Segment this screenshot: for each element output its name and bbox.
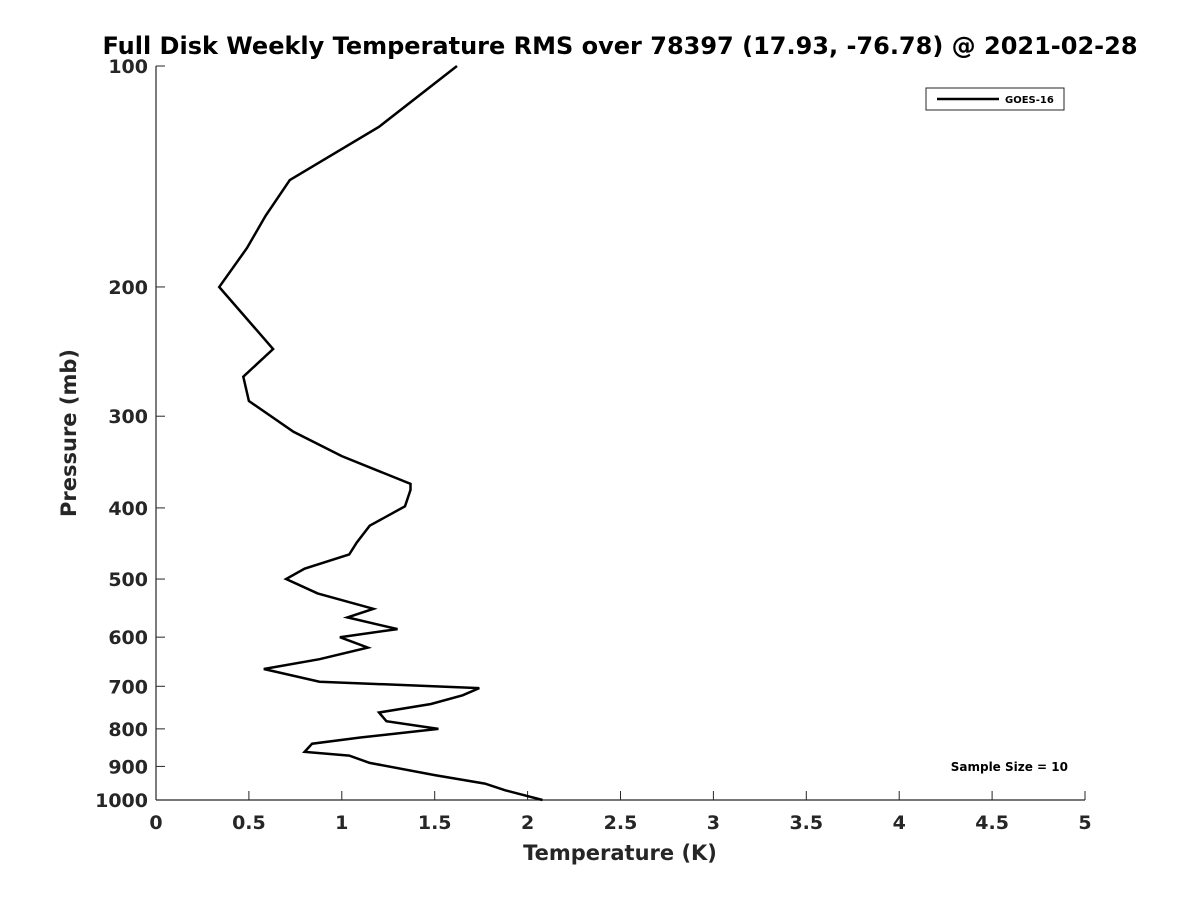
x-tick-label: 5 xyxy=(1078,812,1091,834)
y-ticks: 100 200 300 400 500 600 700 800 900 1000 xyxy=(95,56,165,812)
y-tick-label: 500 xyxy=(108,569,148,591)
x-ticks: 0 0.5 1 1.5 2 2.5 3 3.5 4 4.5 5 xyxy=(149,791,1092,834)
series-line-goes-16 xyxy=(217,65,543,802)
legend: GOES-16 xyxy=(925,87,1065,111)
y-tick-label: 200 xyxy=(108,277,148,299)
y-tick-label: 1000 xyxy=(95,790,148,812)
sample-size-annotation: Sample Size = 10 xyxy=(951,760,1068,774)
x-tick-label: 3.5 xyxy=(789,812,823,834)
chart-title: Full Disk Weekly Temperature RMS over 78… xyxy=(102,32,1137,60)
x-tick-label: 0.5 xyxy=(232,812,266,834)
y-axis-label: Pressure (mb) xyxy=(57,349,81,517)
y-tick-label: 900 xyxy=(108,756,148,778)
y-tick-label: 700 xyxy=(108,676,148,698)
series-layer xyxy=(217,65,543,802)
x-axis-label: Temperature (K) xyxy=(523,841,717,865)
y-tick-label: 800 xyxy=(108,719,148,741)
y-tick-label: 100 xyxy=(108,56,148,78)
x-tick-label: 0 xyxy=(149,812,162,834)
x-tick-label: 2 xyxy=(521,812,534,834)
x-tick-label: 1 xyxy=(335,812,348,834)
x-tick-label: 1.5 xyxy=(418,812,452,834)
x-tick-label: 4.5 xyxy=(975,812,1009,834)
y-tick-label: 300 xyxy=(108,406,148,428)
y-tick-label: 600 xyxy=(108,627,148,649)
x-tick-label: 2.5 xyxy=(604,812,638,834)
legend-label: GOES-16 xyxy=(1005,95,1054,106)
x-tick-label: 3 xyxy=(707,812,720,834)
y-tick-label: 400 xyxy=(108,498,148,520)
x-tick-label: 4 xyxy=(893,812,906,834)
